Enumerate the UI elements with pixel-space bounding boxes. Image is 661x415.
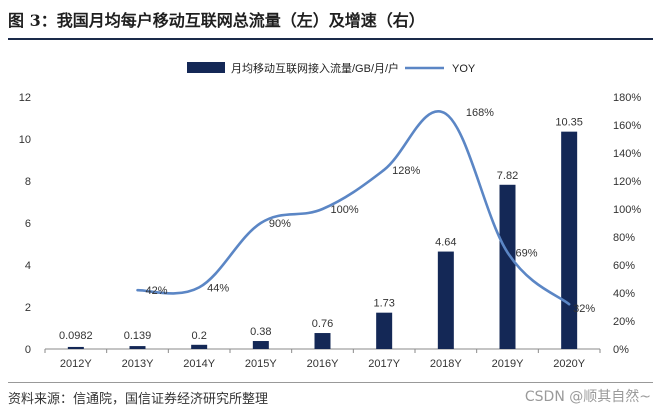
y-left-tick-label: 12	[19, 92, 31, 104]
figure-title-text: 图 3：我国月均每户移动互联网总流量（左）及增速（右）	[8, 11, 425, 30]
y-left-tick-label: 2	[25, 302, 31, 314]
yoy-value-label: 168%	[466, 107, 494, 119]
y-left-tick-label: 6	[25, 218, 31, 230]
y-right-tick-label: 140%	[613, 148, 641, 160]
source-note: 资料来源：信通院，国信证券经济研究所整理	[8, 392, 269, 407]
x-tick-label: 2014Y	[183, 358, 215, 370]
bar-value-label: 4.64	[435, 237, 456, 249]
y-right-tick-label: 0%	[613, 344, 629, 356]
legend-bar-swatch	[187, 62, 225, 73]
bar	[561, 131, 578, 349]
legend-bar-label: 月均移动互联网接入流量/GB/月/户	[231, 61, 399, 75]
bar-value-label: 0.139	[124, 330, 152, 342]
legend-line-label: YOY	[452, 63, 476, 75]
x-tick-label: 2020Y	[553, 358, 585, 370]
watermark: CSDN @顺其自然~	[524, 389, 651, 405]
yoy-line	[136, 110, 571, 306]
y-right-tick-label: 180%	[613, 92, 641, 104]
y-right-tick-label: 160%	[613, 120, 641, 132]
bar	[67, 346, 84, 349]
line-series	[136, 110, 571, 306]
y-right-tick-label: 100%	[613, 204, 641, 216]
bar	[314, 333, 331, 349]
chart-container: 月均移动互联网接入流量/GB/月/户 YOY 2012Y 2013Y 2014Y 201…	[0, 52, 661, 382]
y-left-tick-label: 8	[25, 176, 31, 188]
source-rule	[8, 382, 653, 383]
axes: 2012Y 2013Y 2014Y 2015Y 2016Y 2017Y 2018Y 2019Y…	[19, 92, 642, 370]
yoy-value-label: 32%	[573, 303, 595, 315]
yoy-value-label: 42%	[146, 285, 168, 297]
x-tick-label: 2015Y	[245, 358, 277, 370]
y-right-tick-label: 120%	[613, 176, 641, 188]
bar-value-label: 10.35	[555, 117, 583, 129]
yoy-value-label: 90%	[269, 218, 291, 230]
y-right-tick-label: 20%	[613, 316, 635, 328]
bar	[129, 346, 146, 349]
y-right-tick-label: 80%	[613, 232, 635, 244]
bar-value-label: 0.2	[192, 330, 207, 342]
x-tick-label: 2019Y	[492, 358, 524, 370]
bar-value-label: 1.73	[373, 298, 394, 310]
yoy-value-label: 44%	[207, 282, 229, 294]
x-tick-label: 2018Y	[430, 358, 462, 370]
title-rule	[8, 38, 653, 40]
bar-value-label: 0.38	[250, 326, 271, 338]
y-right-tick-label: 60%	[613, 260, 635, 272]
legend: 月均移动互联网接入流量/GB/月/户 YOY	[187, 61, 476, 75]
yoy-value-label: 69%	[516, 247, 538, 259]
combo-chart: 月均移动互联网接入流量/GB/月/户 YOY 2012Y 2013Y 2014Y 201…	[19, 61, 642, 370]
x-tick-label: 2012Y	[60, 358, 92, 370]
yoy-value-label: 100%	[331, 204, 359, 216]
y-right-tick-label: 40%	[613, 288, 635, 300]
bar	[499, 184, 516, 349]
figure-title: 图 3：我国月均每户移动互联网总流量（左）及增速（右）	[8, 8, 653, 40]
bar-value-label: 7.82	[497, 170, 518, 182]
bar	[437, 251, 454, 349]
y-left-tick-label: 10	[19, 134, 31, 146]
x-tick-label: 2016Y	[307, 358, 339, 370]
bar	[252, 341, 269, 349]
bar	[191, 344, 208, 349]
y-left-tick-label: 4	[25, 260, 31, 272]
x-tick-label: 2013Y	[122, 358, 154, 370]
bar-series	[67, 131, 578, 349]
yoy-value-label: 128%	[392, 165, 420, 177]
bar-value-label: 0.76	[312, 318, 333, 330]
bar	[376, 312, 393, 349]
bar-value-label: 0.0982	[59, 330, 93, 342]
data-labels: 0.0982 0.139 0.2 0.38 0.76 1.73 4.64 7.82 10.35 4…	[59, 107, 595, 342]
x-tick-label: 2017Y	[368, 358, 400, 370]
y-left-tick-label: 0	[25, 344, 31, 356]
